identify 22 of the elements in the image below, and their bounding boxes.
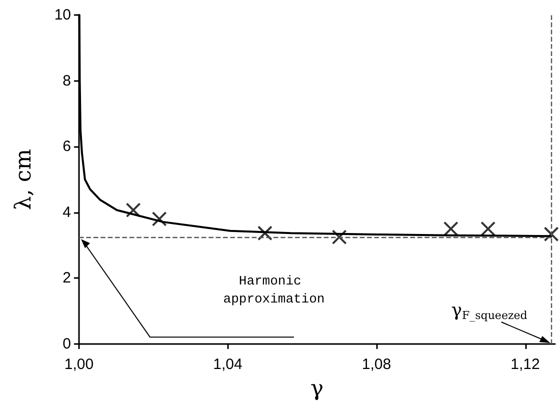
y-tick-label: 0	[62, 336, 71, 352]
x-tick-label: 1,04	[213, 356, 242, 373]
y-tick-label: 10	[54, 6, 71, 24]
x-tick-label: 1,00	[64, 356, 94, 373]
point	[152, 211, 167, 226]
x-tick-label: 1,12	[510, 356, 540, 373]
y-tick-label: 2	[62, 270, 71, 287]
y-tick-label: 4	[62, 204, 71, 221]
x-axis-title: γ	[451, 300, 462, 321]
point	[332, 230, 347, 245]
y-tick-label: 6	[62, 138, 71, 156]
y-tick-label: 8	[62, 72, 71, 90]
annotation: Harmonic approximation	[223, 274, 325, 307]
text: γ	[310, 376, 324, 402]
point	[257, 226, 272, 241]
point	[126, 202, 141, 218]
y-axis-title: λ, cm	[12, 148, 36, 210]
x-tick-label: 1,08	[362, 356, 392, 373]
point	[544, 226, 559, 242]
point	[443, 221, 458, 236]
point	[480, 221, 496, 236]
text: F_squeezed	[462, 309, 528, 322]
